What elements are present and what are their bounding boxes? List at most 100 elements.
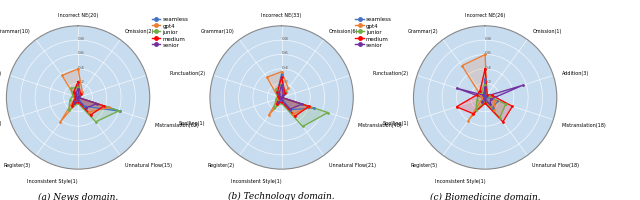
Polygon shape — [483, 79, 497, 108]
Text: Incorrect NE(33): Incorrect NE(33) — [262, 13, 301, 18]
Text: Mistranslation(62): Mistranslation(62) — [154, 123, 199, 128]
Point — [477, 97, 488, 100]
Point — [73, 99, 83, 102]
Point — [57, 74, 67, 78]
Point — [65, 99, 75, 102]
Point — [288, 113, 298, 116]
Text: Register(5): Register(5) — [411, 163, 438, 168]
Point — [476, 91, 486, 94]
Point — [488, 107, 498, 110]
Point — [480, 99, 490, 102]
Point — [483, 95, 493, 98]
Point — [79, 105, 90, 108]
Text: Punctuation(1): Punctuation(1) — [0, 71, 2, 76]
Point — [273, 95, 283, 98]
Text: Inconsistent Style(1): Inconsistent Style(1) — [435, 178, 485, 183]
Point — [73, 96, 83, 100]
Point — [273, 95, 284, 98]
Point — [481, 95, 492, 98]
Point — [73, 96, 83, 100]
Point — [477, 101, 487, 104]
Point — [114, 110, 124, 113]
Point — [67, 95, 77, 98]
Text: Inconsistent Style(1): Inconsistent Style(1) — [231, 178, 282, 183]
Polygon shape — [456, 86, 523, 105]
Text: Unnatural Flow(21): Unnatural Flow(21) — [329, 163, 376, 168]
Point — [500, 103, 511, 106]
Point — [86, 114, 96, 117]
Point — [480, 54, 490, 57]
Point — [309, 107, 319, 110]
Point — [73, 96, 83, 100]
Point — [73, 96, 83, 100]
Point — [68, 91, 79, 94]
Point — [273, 98, 284, 101]
Polygon shape — [74, 84, 120, 112]
Polygon shape — [476, 85, 506, 118]
Polygon shape — [68, 88, 119, 122]
Point — [73, 97, 83, 100]
Point — [276, 102, 287, 105]
Text: Inconsistent Style(1): Inconsistent Style(1) — [28, 178, 78, 183]
Point — [275, 96, 285, 99]
Point — [276, 96, 287, 100]
Point — [480, 102, 490, 105]
Point — [92, 103, 102, 106]
Polygon shape — [456, 69, 513, 122]
Point — [273, 101, 284, 104]
Point — [104, 106, 114, 110]
Point — [297, 103, 307, 106]
Point — [481, 96, 491, 99]
Point — [285, 108, 295, 111]
Point — [304, 105, 314, 108]
Point — [75, 94, 85, 97]
Point — [451, 106, 461, 109]
Text: Spelling(1): Spelling(1) — [382, 120, 409, 125]
Point — [480, 68, 490, 71]
Point — [276, 98, 286, 101]
Point — [70, 93, 81, 96]
Point — [83, 111, 93, 114]
Point — [284, 87, 294, 90]
Point — [73, 82, 83, 85]
Point — [276, 76, 287, 80]
Text: Mistranslation(18): Mistranslation(18) — [561, 123, 606, 128]
Point — [487, 94, 497, 97]
Point — [71, 96, 81, 99]
Text: Grammar(10): Grammar(10) — [201, 28, 234, 33]
Point — [478, 99, 488, 102]
Point — [479, 97, 490, 100]
Point — [486, 98, 496, 101]
Point — [479, 95, 490, 98]
Point — [68, 102, 79, 105]
Point — [276, 96, 287, 100]
Point — [518, 84, 528, 87]
Point — [81, 107, 91, 110]
Point — [99, 105, 109, 108]
Point — [276, 97, 286, 100]
Point — [281, 91, 291, 94]
Text: Punctuation(2): Punctuation(2) — [169, 71, 205, 76]
Point — [70, 98, 80, 101]
Point — [471, 109, 481, 112]
Text: Register(3): Register(3) — [4, 163, 31, 168]
Point — [481, 95, 491, 98]
Point — [73, 101, 83, 104]
Point — [486, 95, 496, 98]
Point — [77, 91, 88, 94]
Text: Addition(3): Addition(3) — [561, 71, 589, 76]
Point — [492, 100, 502, 104]
Point — [490, 109, 500, 112]
Point — [73, 88, 83, 91]
Point — [274, 93, 284, 96]
Point — [276, 97, 287, 100]
Point — [73, 102, 83, 105]
Point — [74, 95, 84, 98]
Point — [66, 87, 76, 90]
Point — [482, 96, 492, 99]
Text: Grammar(10): Grammar(10) — [0, 28, 31, 33]
Point — [276, 96, 287, 100]
Point — [276, 96, 287, 100]
Polygon shape — [276, 78, 309, 116]
Text: Punctuation(2): Punctuation(2) — [372, 71, 409, 76]
